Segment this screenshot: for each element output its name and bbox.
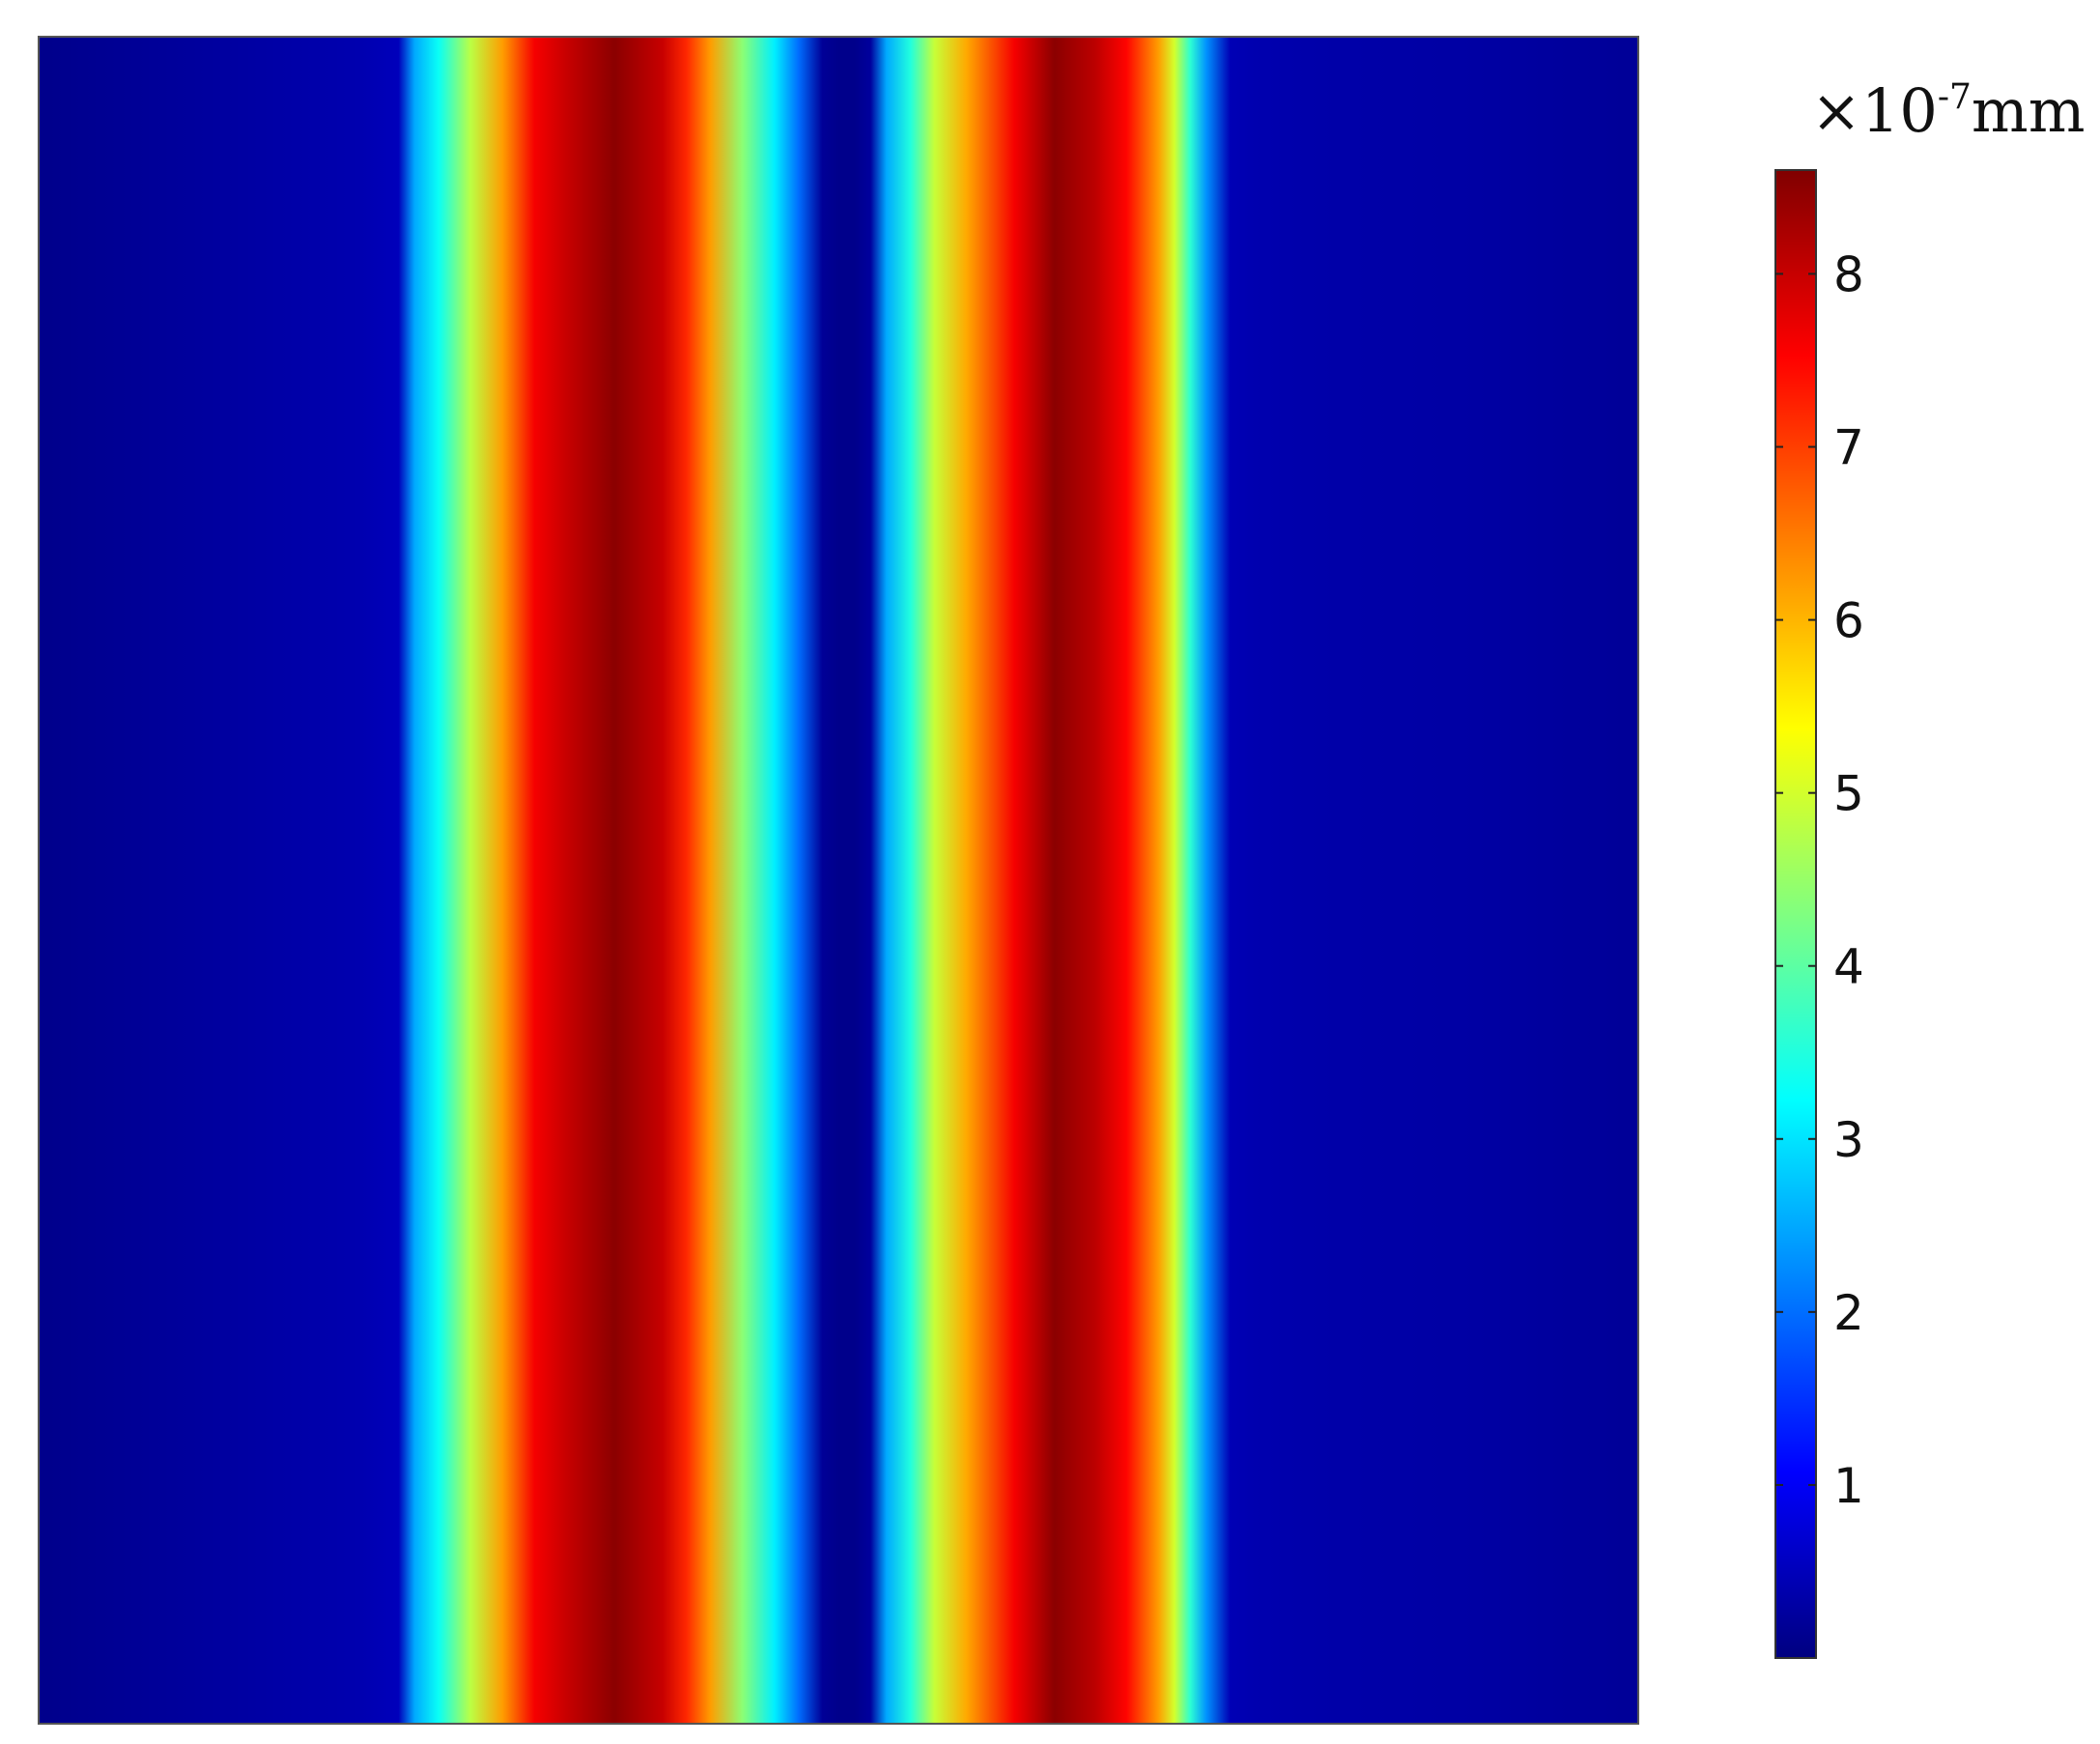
colorbar-tick-label: 2 (1833, 1285, 1864, 1341)
colorbar-tick-label: 5 (1833, 766, 1864, 822)
colorbar-tick-label: 3 (1833, 1112, 1864, 1168)
colorbar-strip (1774, 169, 1817, 1659)
colorbar-unit-suffix: mm (1972, 75, 2086, 146)
heatmap-field (39, 37, 1638, 1724)
colorbar-tick-label: 1 (1833, 1458, 1864, 1514)
colorbar-unit-label: ×10-7mm (1811, 75, 2086, 146)
plot-frame (38, 36, 1639, 1725)
colorbar-tick-label: 8 (1833, 246, 1864, 302)
colorbar-tick-label: 7 (1833, 420, 1864, 476)
colorbar-tick-label: 4 (1833, 939, 1864, 995)
colorbar: 1 2 3 4 5 6 7 8 ×10-7mm (1774, 75, 2086, 1659)
colorbar-ticks: 1 2 3 4 5 6 7 8 (1775, 246, 1864, 1514)
colorbar-unit-exponent: -7 (1938, 77, 1972, 117)
colorbar-tick-label: 6 (1833, 593, 1864, 649)
colorbar-unit-prefix: ×10 (1811, 75, 1938, 146)
plot-area (38, 36, 1639, 1725)
